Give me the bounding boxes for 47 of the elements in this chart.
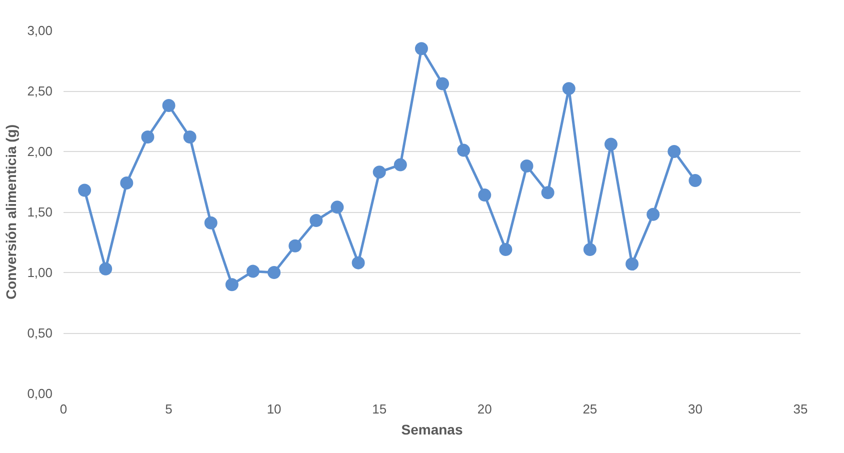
point (372, 166, 386, 179)
point (414, 42, 428, 56)
point (520, 160, 534, 173)
point (268, 266, 281, 279)
point (668, 145, 681, 158)
y-tick-label: 0,00 (27, 386, 53, 401)
point (499, 243, 512, 256)
y-tick-label: 2,50 (27, 84, 53, 98)
y-tick-label: 2,00 (27, 144, 53, 159)
point (541, 186, 554, 200)
point (225, 278, 238, 292)
point (162, 99, 176, 112)
point (141, 130, 154, 144)
x-tick-label: 15 (372, 402, 387, 416)
x-tick-label: 35 (793, 402, 808, 416)
point (604, 138, 618, 151)
point (646, 208, 660, 221)
x-tick-label: 0 (60, 402, 68, 416)
point (626, 258, 639, 271)
x-tick-label: 5 (165, 402, 172, 416)
point (310, 214, 323, 227)
point (183, 130, 196, 144)
point (394, 158, 407, 172)
x-tick-label: 30 (688, 402, 702, 416)
point (204, 216, 218, 230)
point (120, 176, 134, 190)
point (688, 174, 702, 188)
x-axis-title: Semanas (401, 422, 463, 438)
point (99, 262, 112, 276)
y-tick-label: 1,00 (27, 265, 53, 280)
x-tick-label: 25 (582, 402, 598, 416)
point (457, 144, 470, 157)
point (78, 184, 92, 197)
x-tick-label: 20 (477, 402, 492, 416)
point (583, 243, 596, 256)
x-tick-label: 10 (266, 402, 282, 416)
y-axis-title: Conversión alimenticia (g) (3, 124, 20, 300)
point (562, 82, 576, 96)
point (246, 264, 260, 278)
y-tick-label: 1,50 (27, 204, 53, 220)
y-tick-label: 0,50 (27, 326, 53, 340)
point (352, 256, 365, 270)
point (330, 200, 344, 214)
y-tick-label: 3,00 (27, 23, 53, 38)
point (436, 77, 450, 90)
point (288, 239, 302, 252)
point (478, 188, 492, 202)
